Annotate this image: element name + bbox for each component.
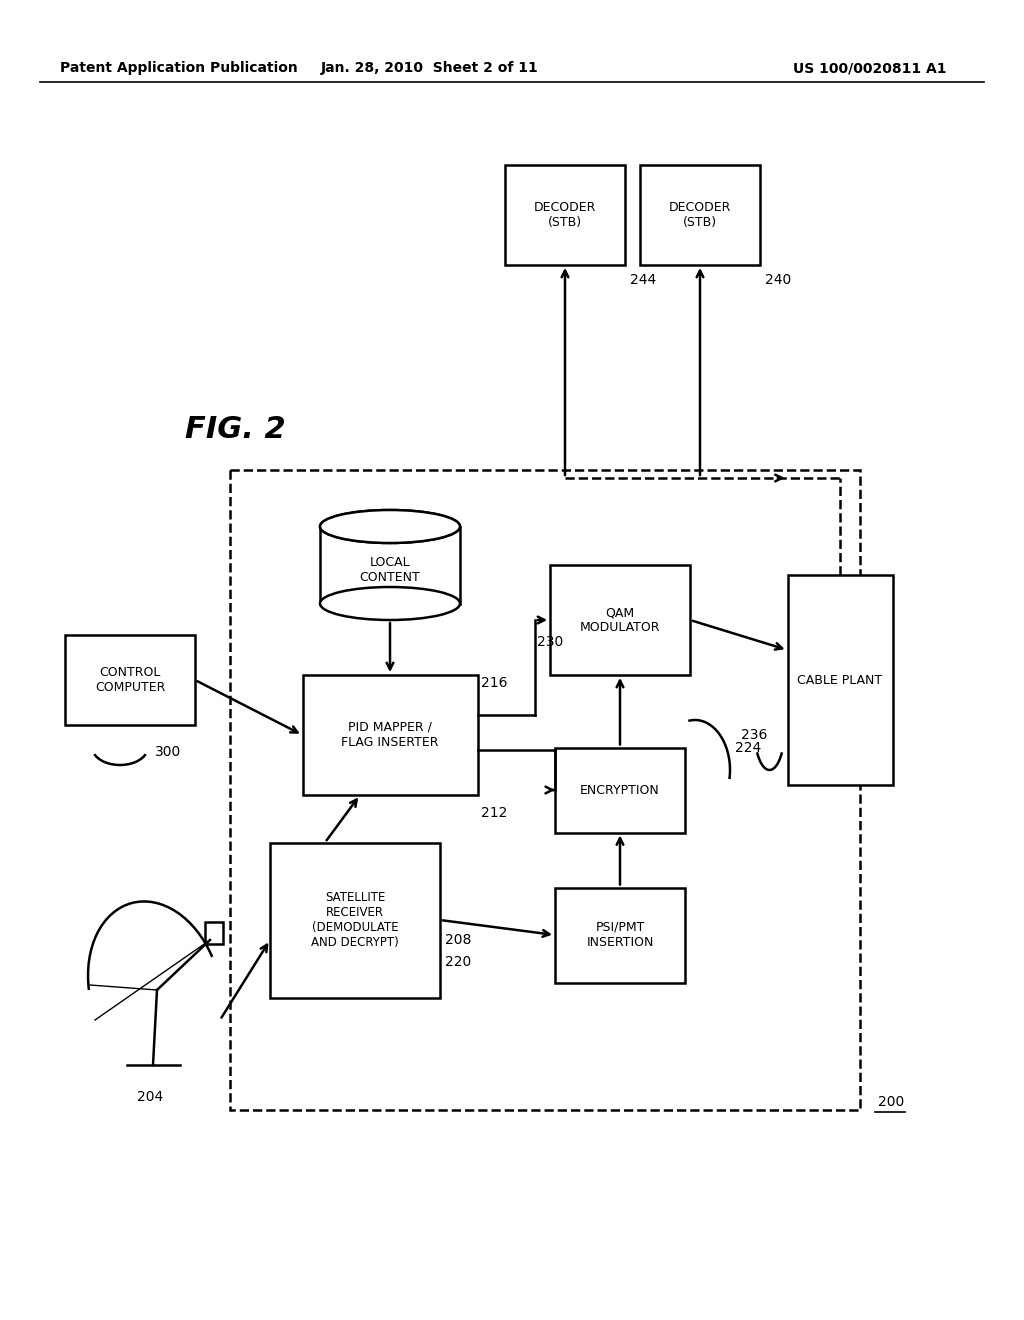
Text: 236: 236 [741, 729, 768, 742]
Text: LOCAL
CONTENT: LOCAL CONTENT [359, 556, 421, 583]
Ellipse shape [319, 510, 460, 543]
Bar [505, 165, 625, 265]
Bar [550, 565, 690, 675]
Bar [302, 675, 477, 795]
Text: SATELLITE
RECEIVER
(DEMODULATE
AND DECRYPT): SATELLITE RECEIVER (DEMODULATE AND DECRY… [311, 891, 399, 949]
Text: CONTROL
COMPUTER: CONTROL COMPUTER [95, 667, 165, 694]
Text: 212: 212 [480, 807, 507, 820]
Text: DECODER
(STB): DECODER (STB) [534, 201, 596, 228]
Text: Jan. 28, 2010  Sheet 2 of 11: Jan. 28, 2010 Sheet 2 of 11 [322, 61, 539, 75]
Text: ENCRYPTION: ENCRYPTION [581, 784, 659, 796]
Bar [65, 635, 195, 725]
Text: 244: 244 [630, 273, 656, 286]
Text: 208: 208 [445, 933, 471, 946]
Ellipse shape [319, 510, 460, 543]
Text: 240: 240 [765, 273, 792, 286]
Bar [205, 921, 223, 944]
Text: 216: 216 [480, 676, 507, 690]
Text: DECODER
(STB): DECODER (STB) [669, 201, 731, 228]
Text: QAM
MODULATOR: QAM MODULATOR [580, 606, 660, 634]
Bar [555, 747, 685, 833]
Text: Patent Application Publication: Patent Application Publication [60, 61, 298, 75]
Text: 220: 220 [445, 954, 471, 969]
Bar [319, 527, 460, 620]
Text: PID MAPPER /
FLAG INSERTER: PID MAPPER / FLAG INSERTER [341, 721, 438, 748]
Text: 200: 200 [878, 1096, 904, 1109]
Bar [555, 887, 685, 982]
Text: 224: 224 [735, 741, 761, 755]
Bar [640, 165, 760, 265]
Text: FIG. 2: FIG. 2 [185, 416, 286, 445]
Bar [787, 576, 893, 785]
Text: 300: 300 [155, 744, 181, 759]
Text: PSI/PMT
INSERTION: PSI/PMT INSERTION [587, 921, 653, 949]
Text: US 100/0020811 A1: US 100/0020811 A1 [794, 61, 947, 75]
Bar [270, 842, 440, 998]
Bar [230, 470, 860, 1110]
Text: 204: 204 [137, 1090, 163, 1104]
Text: 230: 230 [537, 635, 563, 649]
Text: CABLE PLANT: CABLE PLANT [798, 673, 883, 686]
Ellipse shape [319, 587, 460, 620]
